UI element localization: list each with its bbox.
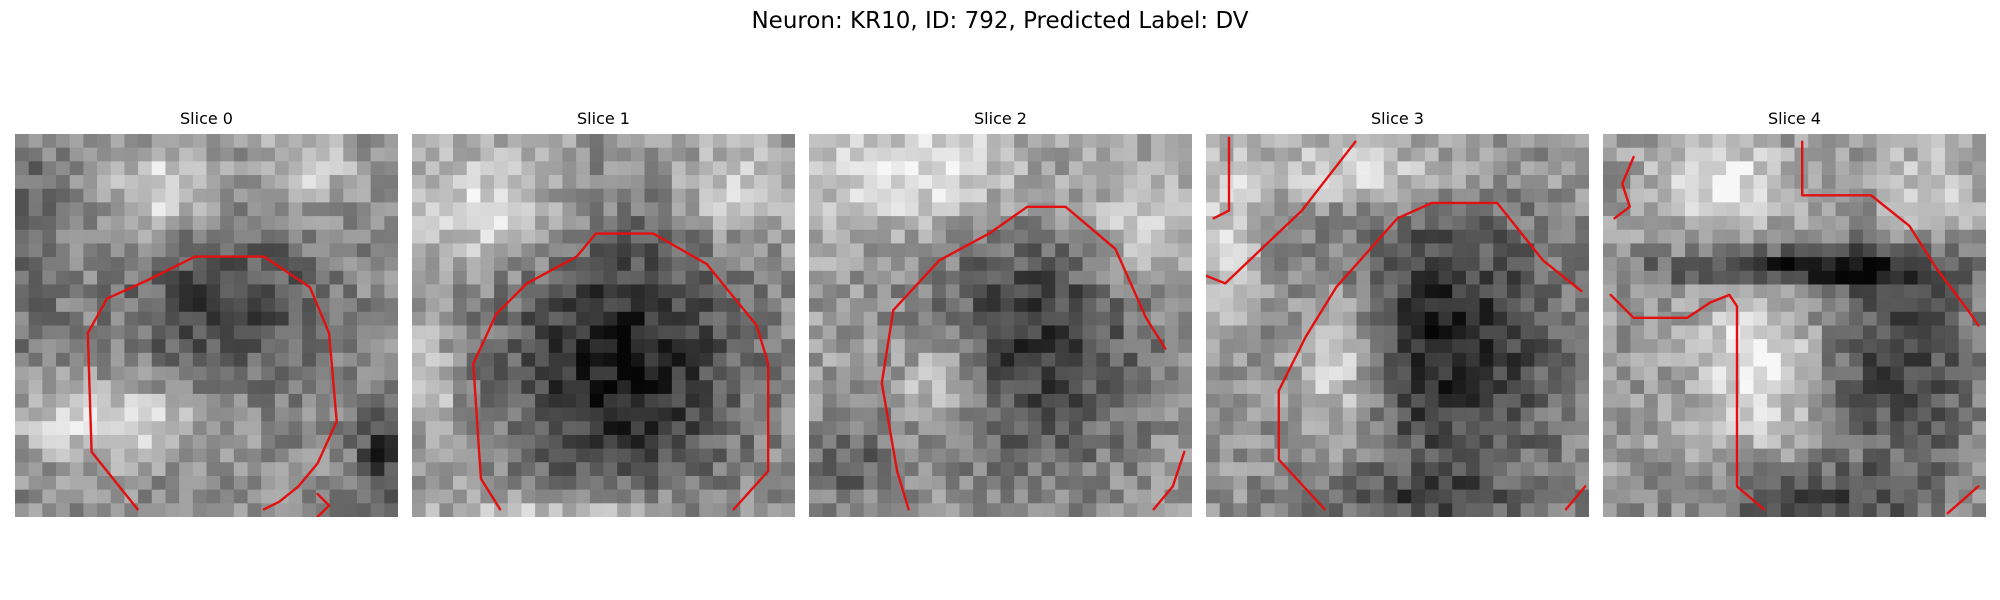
contour-line-2-1 [1152,450,1186,511]
contour-line-2-0 [880,205,1167,511]
pixel-grid-2 [809,134,1192,517]
contour-line-4-1 [1800,140,1980,327]
pixel-grid-1 [412,134,795,517]
slice-title-2: Slice 2 [974,109,1027,128]
pixel-grid-4 [1603,134,1986,517]
contour-line-3-0 [1277,201,1583,511]
slice-image-3 [1206,134,1589,517]
contour-line-3-1 [1206,140,1357,285]
slice-svg-2 [809,134,1192,517]
slice-image-4 [1603,134,1986,517]
slice-title-4: Slice 4 [1768,109,1821,128]
slice-title-1: Slice 1 [577,109,630,128]
contour-line-4-3 [1946,485,1980,515]
contour-line-3-2 [1212,136,1231,220]
slice-title-3: Slice 3 [1371,109,1424,128]
slice-panel-0: Slice 0 [15,108,398,517]
slice-panel-3: Slice 3 [1206,108,1589,517]
figure-title: Neuron: KR10, ID: 792, Predicted Label: … [751,8,1249,34]
contour-line-4-2 [1613,155,1635,220]
contour-line-0-0 [86,255,338,511]
slice-image-2 [809,134,1192,517]
pixel-grid-3 [1206,134,1589,517]
slice-panel-2: Slice 2 [809,108,1192,517]
pixel-grid-0 [15,134,398,517]
contour-line-4-0 [1609,293,1766,511]
slice-svg-3 [1206,134,1589,517]
slice-image-0 [15,134,398,517]
slice-title-0: Slice 0 [180,109,233,128]
slice-image-1 [412,134,795,517]
slice-svg-0 [15,134,398,517]
slice-panel-4: Slice 4 [1603,108,1986,517]
contour-line-1-0 [472,232,770,511]
slice-panel-1: Slice 1 [412,108,795,517]
contour-line-3-3 [1564,485,1587,511]
slice-svg-1 [412,134,795,517]
contour-line-0-1 [316,492,331,517]
slice-svg-4 [1603,134,1986,517]
